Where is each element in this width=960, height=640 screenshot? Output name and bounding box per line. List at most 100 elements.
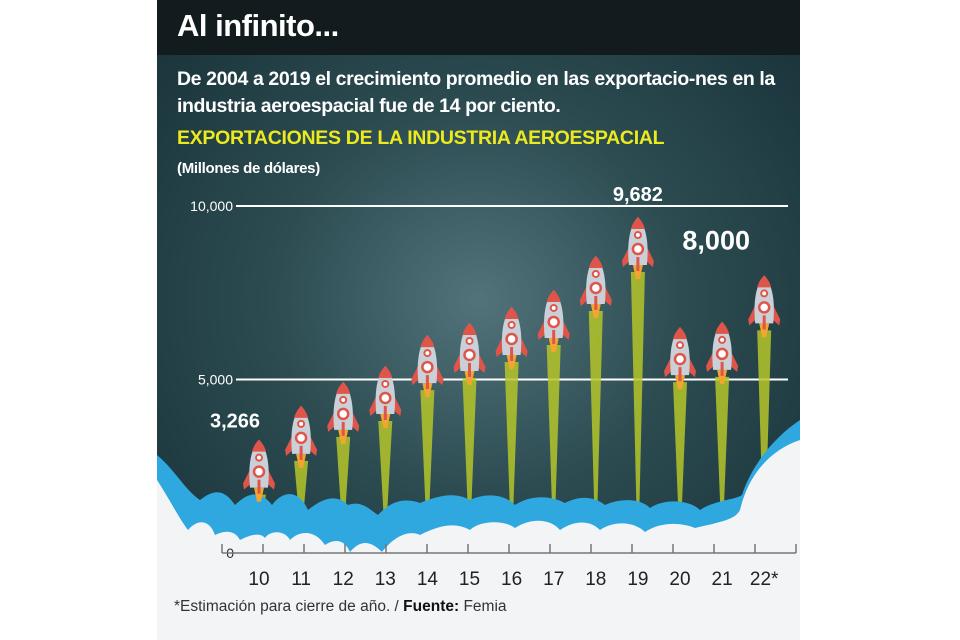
- rocket-window: [297, 419, 306, 428]
- header-bar: [157, 0, 800, 55]
- x-tick-label: 19: [627, 569, 648, 590]
- subtitle: De 2004 a 2019 el crecimiento promedio e…: [177, 68, 775, 117]
- x-tick-label: 20: [669, 569, 690, 590]
- rocket-window: [633, 231, 642, 240]
- rocket-center-fin: [425, 375, 429, 390]
- rocket-nose: [462, 322, 477, 335]
- rocket-flame: [546, 344, 561, 528]
- data-label: 3,266: [210, 411, 260, 433]
- rocket-window: [252, 465, 266, 478]
- rocket-nose: [588, 255, 603, 268]
- rocket-window: [715, 347, 729, 361]
- rocket-fin: [706, 351, 739, 372]
- rocket-exhaust: [506, 354, 517, 369]
- rocket-exhaust: [759, 323, 770, 338]
- rocket-window: [379, 391, 392, 405]
- footnote: *Estimación para cierre de año. / Fuente…: [174, 598, 507, 616]
- rocket: [243, 439, 275, 502]
- rocket-window: [336, 407, 350, 421]
- rocket-window: [549, 303, 558, 312]
- rocket-nose: [630, 217, 645, 230]
- rocket: [327, 381, 360, 444]
- rocket-exhaust: [590, 303, 601, 318]
- rocket-window: [339, 395, 348, 404]
- data-label: 9,682: [613, 184, 663, 206]
- rocket-nose: [336, 381, 351, 394]
- rocket-nose: [504, 306, 519, 319]
- rocket-nose: [378, 365, 393, 378]
- cloud-white: [157, 440, 800, 600]
- x-tick-label: 15: [459, 569, 480, 590]
- rocket-nose: [420, 335, 435, 348]
- x-tick-label: 22*: [750, 569, 779, 590]
- rocket-window: [757, 301, 771, 314]
- chart-units: (Millones de dólares): [177, 160, 320, 177]
- rocket: [285, 405, 318, 468]
- rocket-center-fin: [552, 329, 556, 344]
- rocket-fin: [453, 352, 486, 373]
- rocket-exhaust: [296, 453, 307, 468]
- rocket-window: [547, 315, 560, 329]
- rocket: [664, 327, 696, 390]
- rocket-center-fin: [678, 367, 682, 382]
- rocket-exhaust: [380, 413, 391, 428]
- rocket-center-fin: [594, 295, 598, 310]
- rocket-center-fin: [636, 257, 640, 272]
- x-tick-label: 12: [333, 569, 354, 590]
- rocket-fin: [621, 247, 654, 268]
- rocket-center-fin: [341, 421, 345, 436]
- rocket-window: [591, 269, 600, 278]
- rocket-center-fin: [762, 315, 766, 330]
- rocket-exhaust: [422, 383, 433, 398]
- rocket-fin: [748, 305, 781, 326]
- x-tick-label: 21: [712, 569, 733, 590]
- rocket-fin: [664, 357, 696, 378]
- rocket: [369, 365, 402, 428]
- rocket-flame: [294, 460, 309, 528]
- y-tick-label: 5,000: [198, 372, 233, 388]
- rocket-flame: [336, 436, 351, 528]
- rocket: [621, 217, 654, 280]
- rocket-flame: [504, 361, 519, 528]
- rocket-flame: [630, 272, 645, 528]
- rocket-nose: [252, 439, 266, 452]
- rocket-fin: [285, 435, 318, 456]
- rocket-fin: [243, 469, 275, 490]
- rocket-exhaust: [464, 370, 475, 385]
- source-label: Fuente:: [403, 598, 460, 615]
- footnote-text: *Estimación para cierre de año. /: [174, 598, 404, 615]
- rocket-center-fin: [468, 362, 471, 377]
- x-tick-label: 10: [248, 569, 269, 590]
- rocket: [537, 289, 570, 352]
- rocket-window: [294, 431, 308, 445]
- rocket: [579, 255, 612, 318]
- rocket-center-fin: [510, 346, 514, 361]
- rocket-center-fin: [257, 479, 261, 494]
- page-title: Al infinito...: [177, 8, 339, 43]
- rocket-exhaust: [548, 337, 559, 352]
- y-tick-label: 10,000: [190, 198, 233, 214]
- rocket-center-fin: [299, 445, 303, 460]
- rocket: [453, 322, 486, 385]
- chart-title: EXPORTACIONES DE LA INDUSTRIA AEROESPACI…: [177, 127, 665, 149]
- rocket-flame: [715, 376, 730, 528]
- x-tick-label: 18: [585, 569, 606, 590]
- rocket: [748, 275, 781, 338]
- rocket-fin: [411, 365, 444, 386]
- rocket-nose: [294, 405, 309, 418]
- rocket-center-fin: [383, 405, 387, 420]
- rocket-window: [718, 335, 727, 344]
- rocket-window: [676, 341, 684, 350]
- rocket-window: [463, 348, 476, 362]
- rocket-center-fin: [720, 361, 724, 376]
- rocket-flame: [673, 382, 687, 528]
- rocket-exhaust: [254, 487, 264, 502]
- rocket-exhaust: [632, 265, 643, 280]
- rocket-flame: [378, 420, 393, 528]
- rocket-window: [423, 349, 432, 358]
- rocket-exhaust: [338, 429, 349, 444]
- rocket-flame: [462, 377, 477, 528]
- x-tick-label: 16: [501, 569, 522, 590]
- rocket-window: [505, 332, 518, 346]
- rocket-nose: [673, 327, 687, 340]
